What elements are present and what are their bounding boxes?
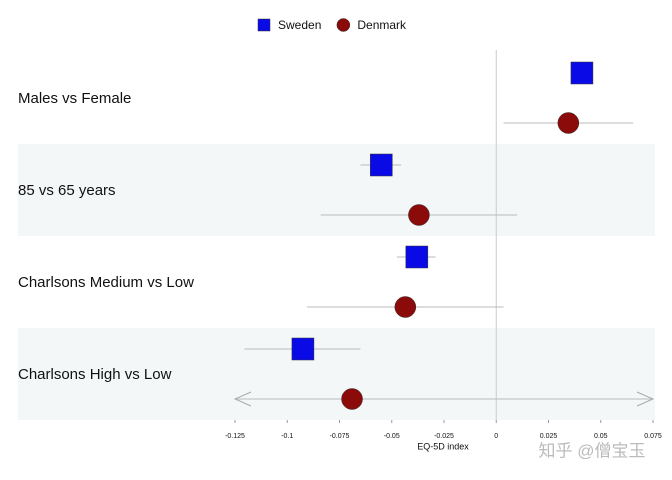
point: [394, 296, 417, 318]
x-tick-label: 0: [494, 433, 498, 440]
x-tick-label: 0.075: [644, 433, 662, 440]
point: [557, 112, 580, 134]
x-tick-label: -0.05: [384, 433, 400, 440]
x-tick-label: -0.125: [225, 433, 245, 440]
ci-arrow: [636, 391, 655, 407]
row-label: 85 vs 65 years: [18, 182, 116, 199]
x-tick-label: -0.1: [281, 433, 293, 440]
point: [341, 388, 363, 410]
row-band: [18, 328, 655, 420]
x-tick-label: -0.075: [330, 433, 350, 440]
x-tick-label: 0.025: [540, 433, 558, 440]
point: [405, 245, 429, 269]
watermark: 知乎 @僧宝玉: [539, 441, 646, 460]
point: [370, 153, 393, 177]
point: [291, 337, 315, 361]
row-label: Charlsons Medium vs Low: [18, 274, 194, 291]
x-axis-label: EQ-5D index: [417, 441, 469, 451]
point: [408, 204, 430, 226]
row-band: [18, 144, 655, 236]
legend-marker: [257, 18, 271, 32]
legend-label: Sweden: [278, 18, 321, 32]
row-label: Charlsons High vs Low: [18, 366, 172, 383]
legend-marker: [336, 18, 351, 32]
legend-label: Denmark: [357, 18, 407, 32]
row-label: Males vs Female: [18, 90, 131, 107]
ci-arrow: [233, 391, 252, 407]
x-tick-label: 0.05: [594, 433, 608, 440]
point: [570, 61, 594, 85]
x-tick-label: -0.025: [434, 433, 454, 440]
